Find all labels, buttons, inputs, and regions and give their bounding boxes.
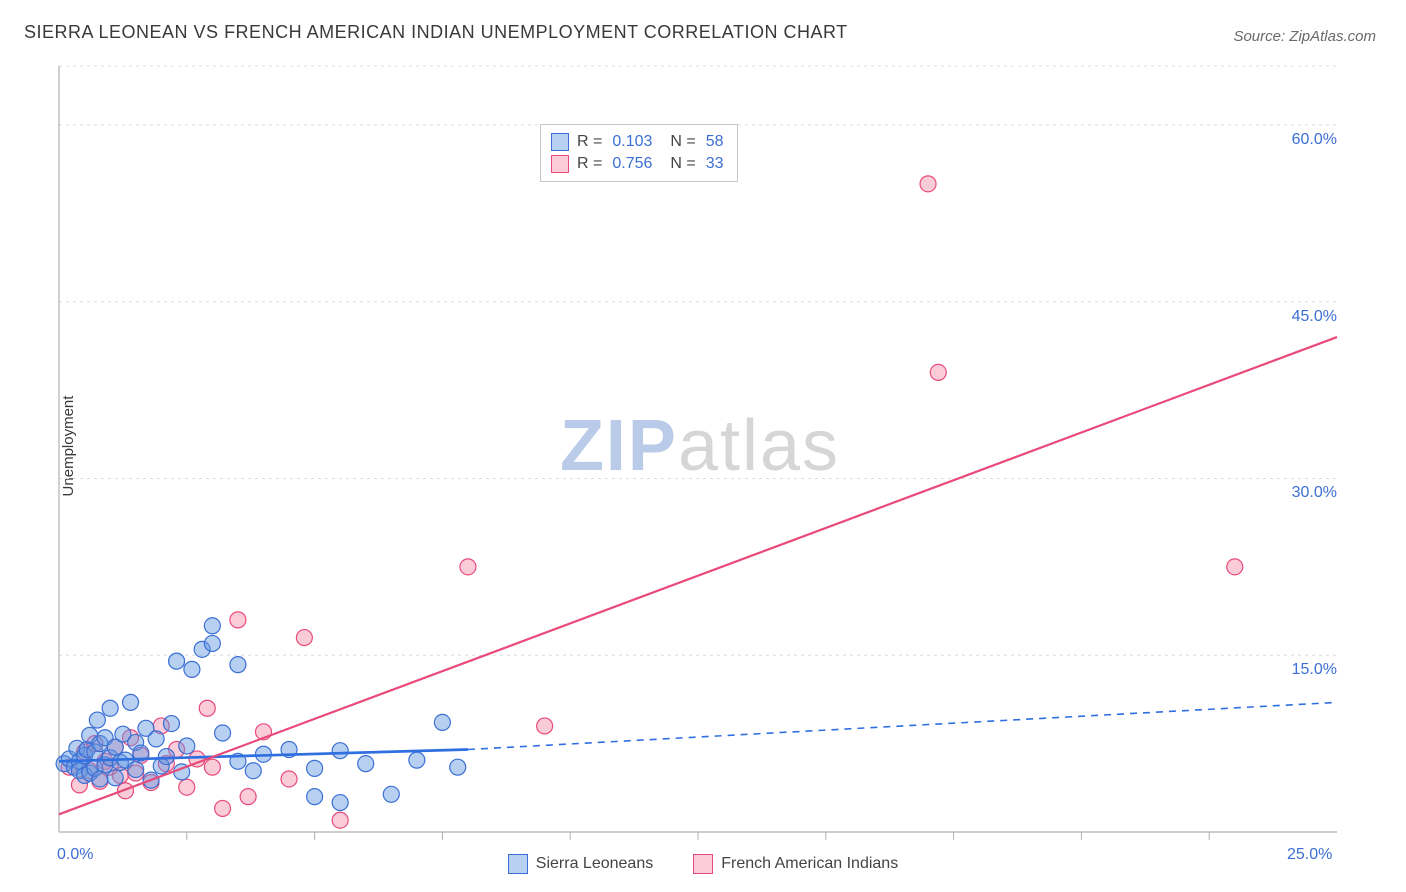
n-label-1: N =	[670, 133, 695, 151]
stats-row-2: R = 0.756 N = 33	[551, 153, 723, 175]
source-label: Source: ZipAtlas.com	[1233, 28, 1376, 45]
r-value-1: 0.103	[612, 133, 662, 151]
n-value-1: 58	[706, 133, 724, 151]
chart-title: SIERRA LEONEAN VS FRENCH AMERICAN INDIAN…	[24, 22, 848, 43]
y-tick-label: 45.0%	[1292, 308, 1337, 326]
y-tick-label: 60.0%	[1292, 131, 1337, 149]
r-label-1: R =	[577, 133, 602, 151]
y-tick-label: 30.0%	[1292, 484, 1337, 502]
legend-label-2: French American Indians	[721, 855, 898, 873]
legend-item-2: French American Indians	[693, 854, 898, 874]
swatch-series1	[551, 133, 569, 151]
r-value-2: 0.756	[612, 155, 662, 173]
chart-area: ZIPatlas R = 0.103 N = 58 R = 0.756 N = …	[55, 60, 1345, 840]
bottom-legend: Sierra Leoneans French American Indians	[0, 854, 1406, 874]
legend-swatch-2	[693, 854, 713, 874]
legend-swatch-1	[508, 854, 528, 874]
stats-box: R = 0.103 N = 58 R = 0.756 N = 33	[540, 124, 738, 182]
n-value-2: 33	[706, 155, 724, 173]
swatch-series2	[551, 155, 569, 173]
legend-label-1: Sierra Leoneans	[536, 855, 653, 873]
y-tick-label: 15.0%	[1292, 661, 1337, 679]
legend-item-1: Sierra Leoneans	[508, 854, 653, 874]
n-label-2: N =	[670, 155, 695, 173]
stats-row-1: R = 0.103 N = 58	[551, 131, 723, 153]
r-label-2: R =	[577, 155, 602, 173]
